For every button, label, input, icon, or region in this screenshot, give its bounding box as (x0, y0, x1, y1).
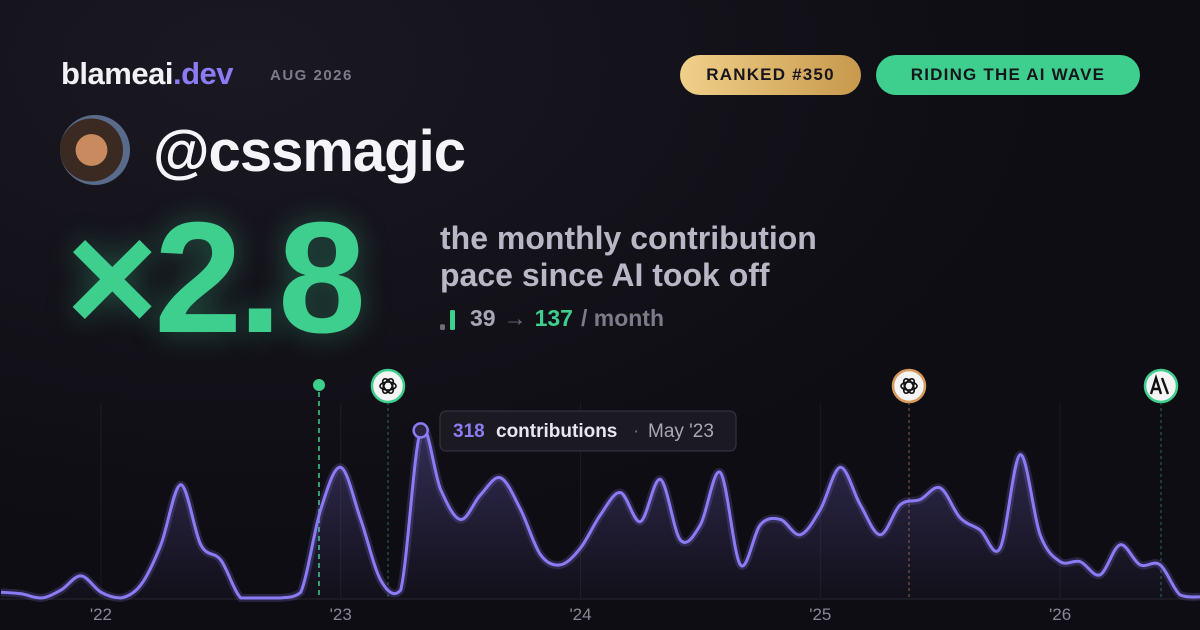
multiplier: ×2.8 (66, 190, 366, 366)
description: the monthly contribution (440, 220, 817, 256)
tooltip-date: May '23 (648, 421, 714, 442)
event-dot (313, 379, 325, 391)
tooltip-label: contributions (496, 421, 617, 442)
tooltip: 318 contributions · May '23 (439, 410, 737, 452)
highlight-point (412, 422, 429, 439)
avatar (60, 115, 130, 185)
rank-badge: RANKED #350 (680, 55, 861, 95)
x-tick-label: '22 (90, 605, 112, 624)
pace: 39 → 137 / month (440, 304, 672, 332)
brand-name: blameai (61, 56, 173, 91)
date: AUG 2026 (270, 67, 353, 84)
pace-bar (440, 324, 445, 330)
event-icon (891, 368, 927, 404)
brand: blameai.dev (61, 56, 233, 92)
x-tick-label: '23 (330, 605, 352, 624)
pace-unit: / month (580, 305, 665, 332)
pace-before: 39 (470, 305, 496, 332)
event-icon (1143, 368, 1179, 404)
description: pace since AI took off (440, 257, 770, 293)
pace-arrow: → (503, 305, 527, 332)
x-tick-label: '24 (569, 605, 591, 624)
event-icon (370, 368, 406, 404)
handle: @cssmagic (153, 119, 466, 184)
x-tick-label: '25 (809, 605, 831, 624)
brand-tld: .dev (172, 56, 234, 91)
tooltip-sep: · (633, 421, 639, 442)
area (1, 427, 1200, 598)
tooltip-value: 318 (453, 421, 485, 442)
pace-after: 137 (534, 305, 573, 332)
pace-bars (440, 309, 455, 330)
line (0, 426, 1200, 600)
status-badge: RIDING THE AI WAVE (876, 55, 1140, 95)
x-tick-label: '26 (1049, 605, 1071, 624)
pace-bar (450, 309, 455, 330)
